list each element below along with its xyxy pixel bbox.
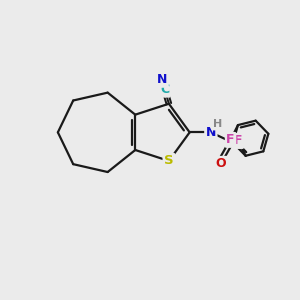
Text: F: F	[234, 134, 242, 148]
Text: O: O	[216, 157, 226, 170]
Text: N: N	[157, 73, 167, 86]
Text: C: C	[160, 83, 169, 96]
Text: S: S	[164, 154, 174, 167]
Text: F: F	[226, 134, 235, 146]
Text: H: H	[213, 119, 222, 129]
Text: N: N	[206, 126, 216, 139]
